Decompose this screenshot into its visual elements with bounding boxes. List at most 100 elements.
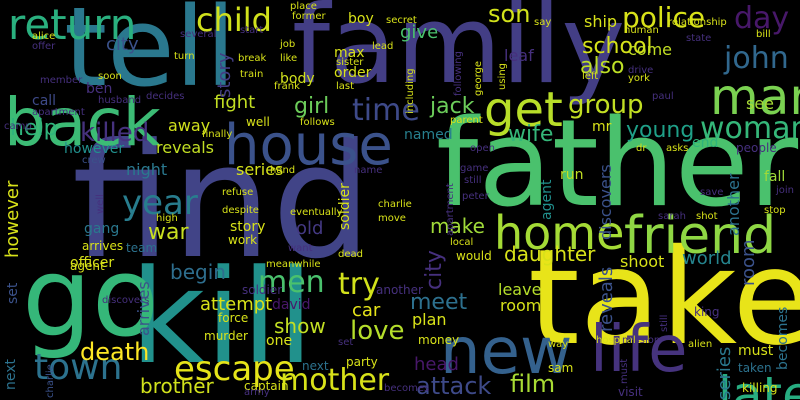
- word-murder: officer: [70, 255, 115, 271]
- word-see: also: [580, 54, 625, 79]
- word-michael: relationship: [668, 17, 727, 28]
- word-dead: becomes: [384, 383, 430, 394]
- word-money: mr: [592, 119, 612, 135]
- word-part: paul: [652, 91, 674, 102]
- word-paul: break: [238, 53, 267, 64]
- word-try: try: [338, 267, 380, 302]
- word-home: home: [494, 206, 625, 260]
- word-take: take: [528, 221, 800, 375]
- word-billy: last: [336, 81, 355, 92]
- word-joe: state: [686, 33, 712, 44]
- word-charlie: charlie: [45, 364, 56, 398]
- word-go: go: [22, 233, 160, 361]
- word-daughter: daughter: [504, 242, 596, 266]
- word-becomes: becomes: [775, 306, 791, 370]
- word-story: story: [214, 52, 235, 98]
- word-agent: agent: [539, 179, 555, 220]
- word-another: another: [724, 173, 743, 236]
- word-several: asks: [666, 143, 689, 154]
- word-realizes: secret: [386, 15, 417, 26]
- word-town: town: [34, 347, 123, 388]
- word-young: young: [626, 118, 695, 143]
- word-sister: follows: [300, 117, 335, 128]
- word-apartment: apartment: [445, 183, 456, 236]
- word-lead: husband: [98, 95, 142, 106]
- word-island: york: [628, 73, 650, 84]
- word-follows: high: [156, 213, 178, 224]
- word-find: find: [72, 110, 372, 294]
- word-move: taken: [738, 361, 772, 375]
- word-camp: peter: [462, 191, 489, 202]
- word-new: new: [440, 315, 573, 389]
- word-taken: alien: [688, 339, 713, 350]
- word-men: men: [258, 265, 325, 300]
- word-end: body: [280, 71, 315, 87]
- word-death: death: [80, 338, 150, 366]
- word-fall: max: [334, 45, 365, 61]
- word-back: back: [4, 84, 161, 161]
- word-shot: charlie: [378, 199, 412, 210]
- word-party: work: [228, 233, 258, 247]
- word-wife: wife: [508, 122, 554, 147]
- word-old: fall: [764, 169, 786, 185]
- word-child: child: [196, 1, 272, 39]
- word-head: fight: [214, 92, 256, 113]
- word-gun: place: [290, 1, 317, 12]
- word-night: away: [168, 116, 211, 135]
- word-man: man: [710, 68, 800, 126]
- word-reveals: reveals: [596, 266, 617, 332]
- word-turn: people: [736, 141, 777, 155]
- word-arrives: arrives: [134, 281, 153, 336]
- word-however: however: [2, 180, 23, 258]
- word-including: including: [405, 68, 416, 114]
- word-killing: king: [694, 305, 720, 319]
- word-house: house: [224, 113, 393, 178]
- word-last: finally: [202, 129, 233, 140]
- word-series: series: [714, 346, 735, 400]
- word-gang: room: [500, 296, 542, 315]
- word-get: get: [484, 82, 563, 138]
- word-room: room: [738, 239, 759, 286]
- word-crew: arrives: [82, 239, 124, 253]
- word-stop: eventually: [290, 207, 343, 218]
- word-force: gang: [84, 221, 120, 237]
- word-film: film: [510, 370, 556, 398]
- word-still: still: [659, 314, 670, 332]
- word-join: crew: [82, 155, 106, 166]
- word-day: day: [734, 1, 790, 36]
- word-life: life: [590, 313, 688, 387]
- word-break: save: [700, 187, 724, 198]
- word-place: parent: [450, 115, 483, 126]
- word-meet: meet: [410, 290, 468, 315]
- word-drive: offer: [32, 41, 56, 52]
- word-kill: kill: [130, 241, 314, 393]
- word-john: john: [724, 41, 789, 76]
- word-leaf: reveals: [156, 138, 214, 157]
- word-alien: party: [346, 355, 378, 369]
- word-king: sam: [548, 361, 574, 375]
- word-leave: shoot: [620, 252, 665, 271]
- word-eventually: agent: [70, 259, 105, 273]
- word-family: family: [292, 0, 626, 108]
- word-max: leaf: [504, 46, 534, 65]
- word-people: meanwhile: [266, 259, 321, 270]
- word-together: left: [582, 71, 599, 82]
- word-power: job: [280, 39, 296, 50]
- word-named: one: [266, 333, 293, 349]
- word-learns: lead: [372, 41, 394, 52]
- word-name: way: [548, 339, 569, 350]
- word-later: later: [718, 366, 800, 400]
- word-alice: dr: [636, 143, 647, 154]
- word-year: year: [122, 183, 198, 223]
- word-body: however: [64, 141, 125, 157]
- word-escape: escape: [174, 349, 295, 389]
- word-away: plan: [412, 310, 447, 329]
- word-would: army: [244, 387, 270, 398]
- word-group: group: [568, 90, 644, 120]
- word-mr: run: [560, 167, 584, 183]
- word-state: train: [240, 69, 264, 80]
- word-love: love: [350, 316, 405, 346]
- word-offer: open: [470, 143, 495, 154]
- word-open: hospital: [596, 335, 636, 346]
